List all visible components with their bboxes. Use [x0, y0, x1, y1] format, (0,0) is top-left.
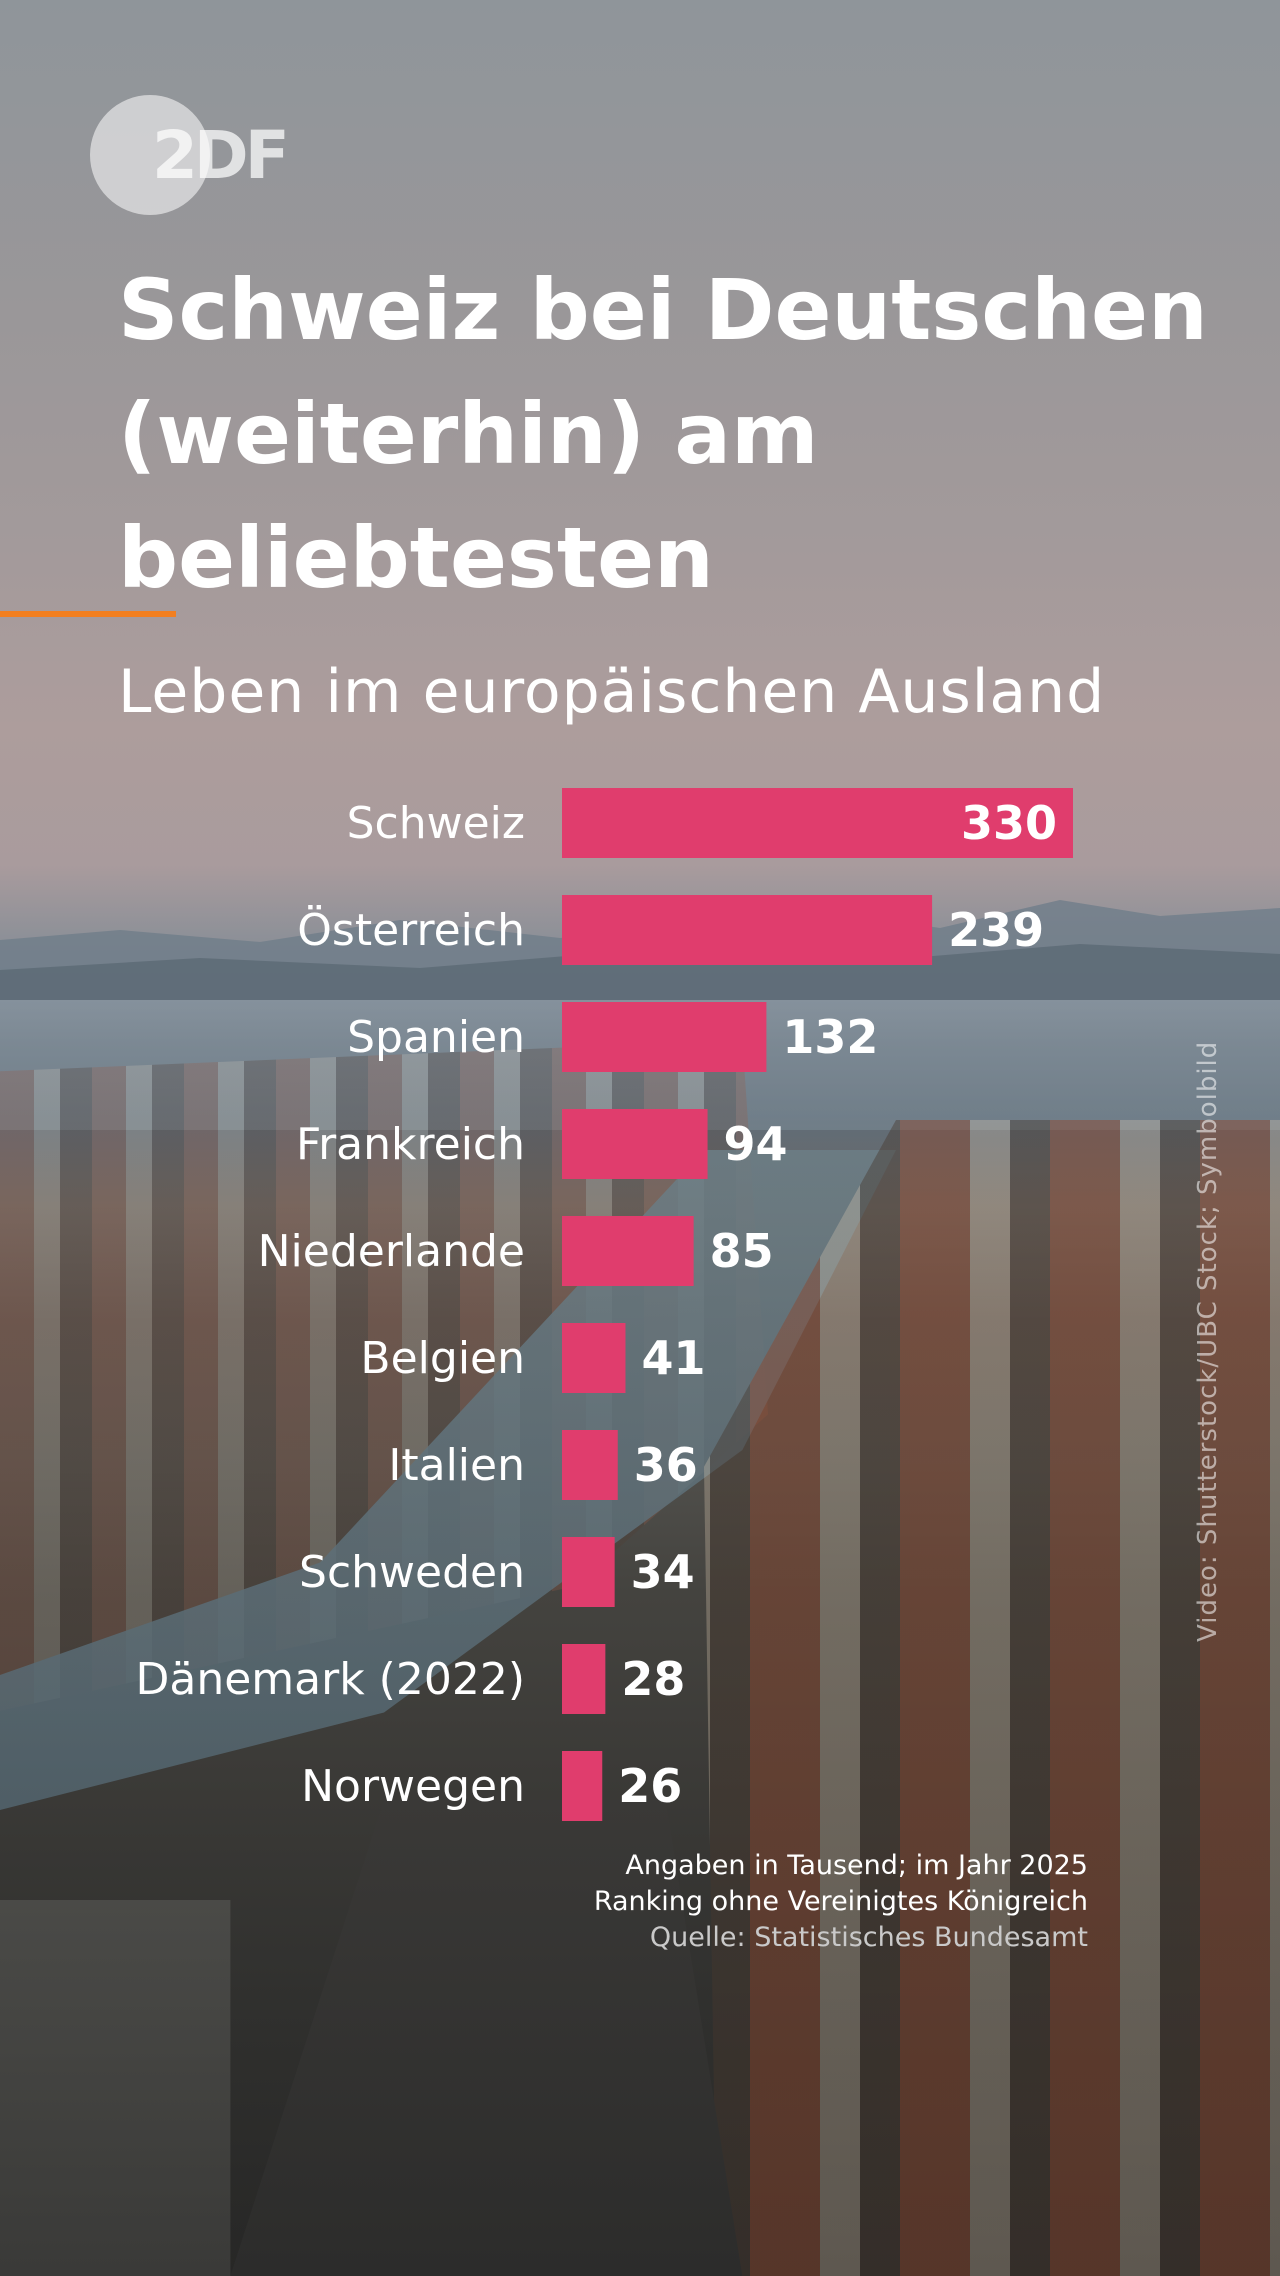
note-ranking: Ranking ohne Vereinigtes Königreich — [593, 1886, 1088, 1917]
background-mountains — [0, 880, 1280, 1000]
value-label: 34 — [631, 1545, 695, 1599]
category-label: Schweiz — [347, 798, 525, 849]
bar — [562, 1644, 606, 1714]
accent-line — [0, 611, 176, 617]
page-title: Schweiz bei Deutschen (weiterhin) am bel… — [118, 261, 1208, 607]
value-label: 28 — [621, 1652, 685, 1706]
note-units: Angaben in Tausend; im Jahr 2025 — [625, 1850, 1088, 1881]
value-label: 330 — [961, 796, 1057, 850]
mountain-silhouette — [0, 900, 1280, 1000]
chart-subtitle: Leben im europäischen Ausland — [118, 657, 1106, 727]
chart-notes: Angaben in Tausend; im Jahr 2025 Ranking… — [594, 1848, 1088, 1956]
background-city-right — [704, 1120, 1280, 2276]
video-credit: Video: Shutterstock/UBC Stock; Symbolbil… — [1193, 1040, 1223, 1642]
note-source: Quelle: Statistisches Bundesamt — [649, 1922, 1088, 1953]
background-rooftop — [0, 1900, 231, 2276]
zdf-logo: 2DF — [90, 95, 300, 215]
bar — [562, 788, 1073, 858]
logo-text: 2DF — [152, 117, 290, 194]
logo-disc — [90, 95, 210, 215]
